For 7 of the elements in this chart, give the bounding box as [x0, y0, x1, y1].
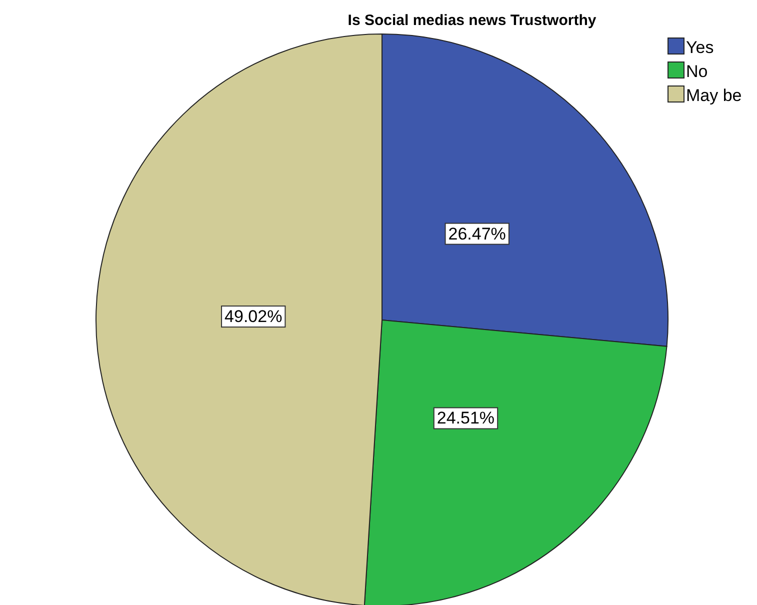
legend-label: Yes — [686, 38, 714, 57]
data-label: 24.51% — [436, 408, 495, 428]
legend-label: No — [686, 62, 708, 81]
legend-label: May be — [686, 86, 742, 105]
chart-title: Is Social medias news Trustworthy — [348, 12, 597, 29]
data-label: 26.47% — [448, 224, 506, 244]
data-label: 49.02% — [224, 307, 282, 326]
